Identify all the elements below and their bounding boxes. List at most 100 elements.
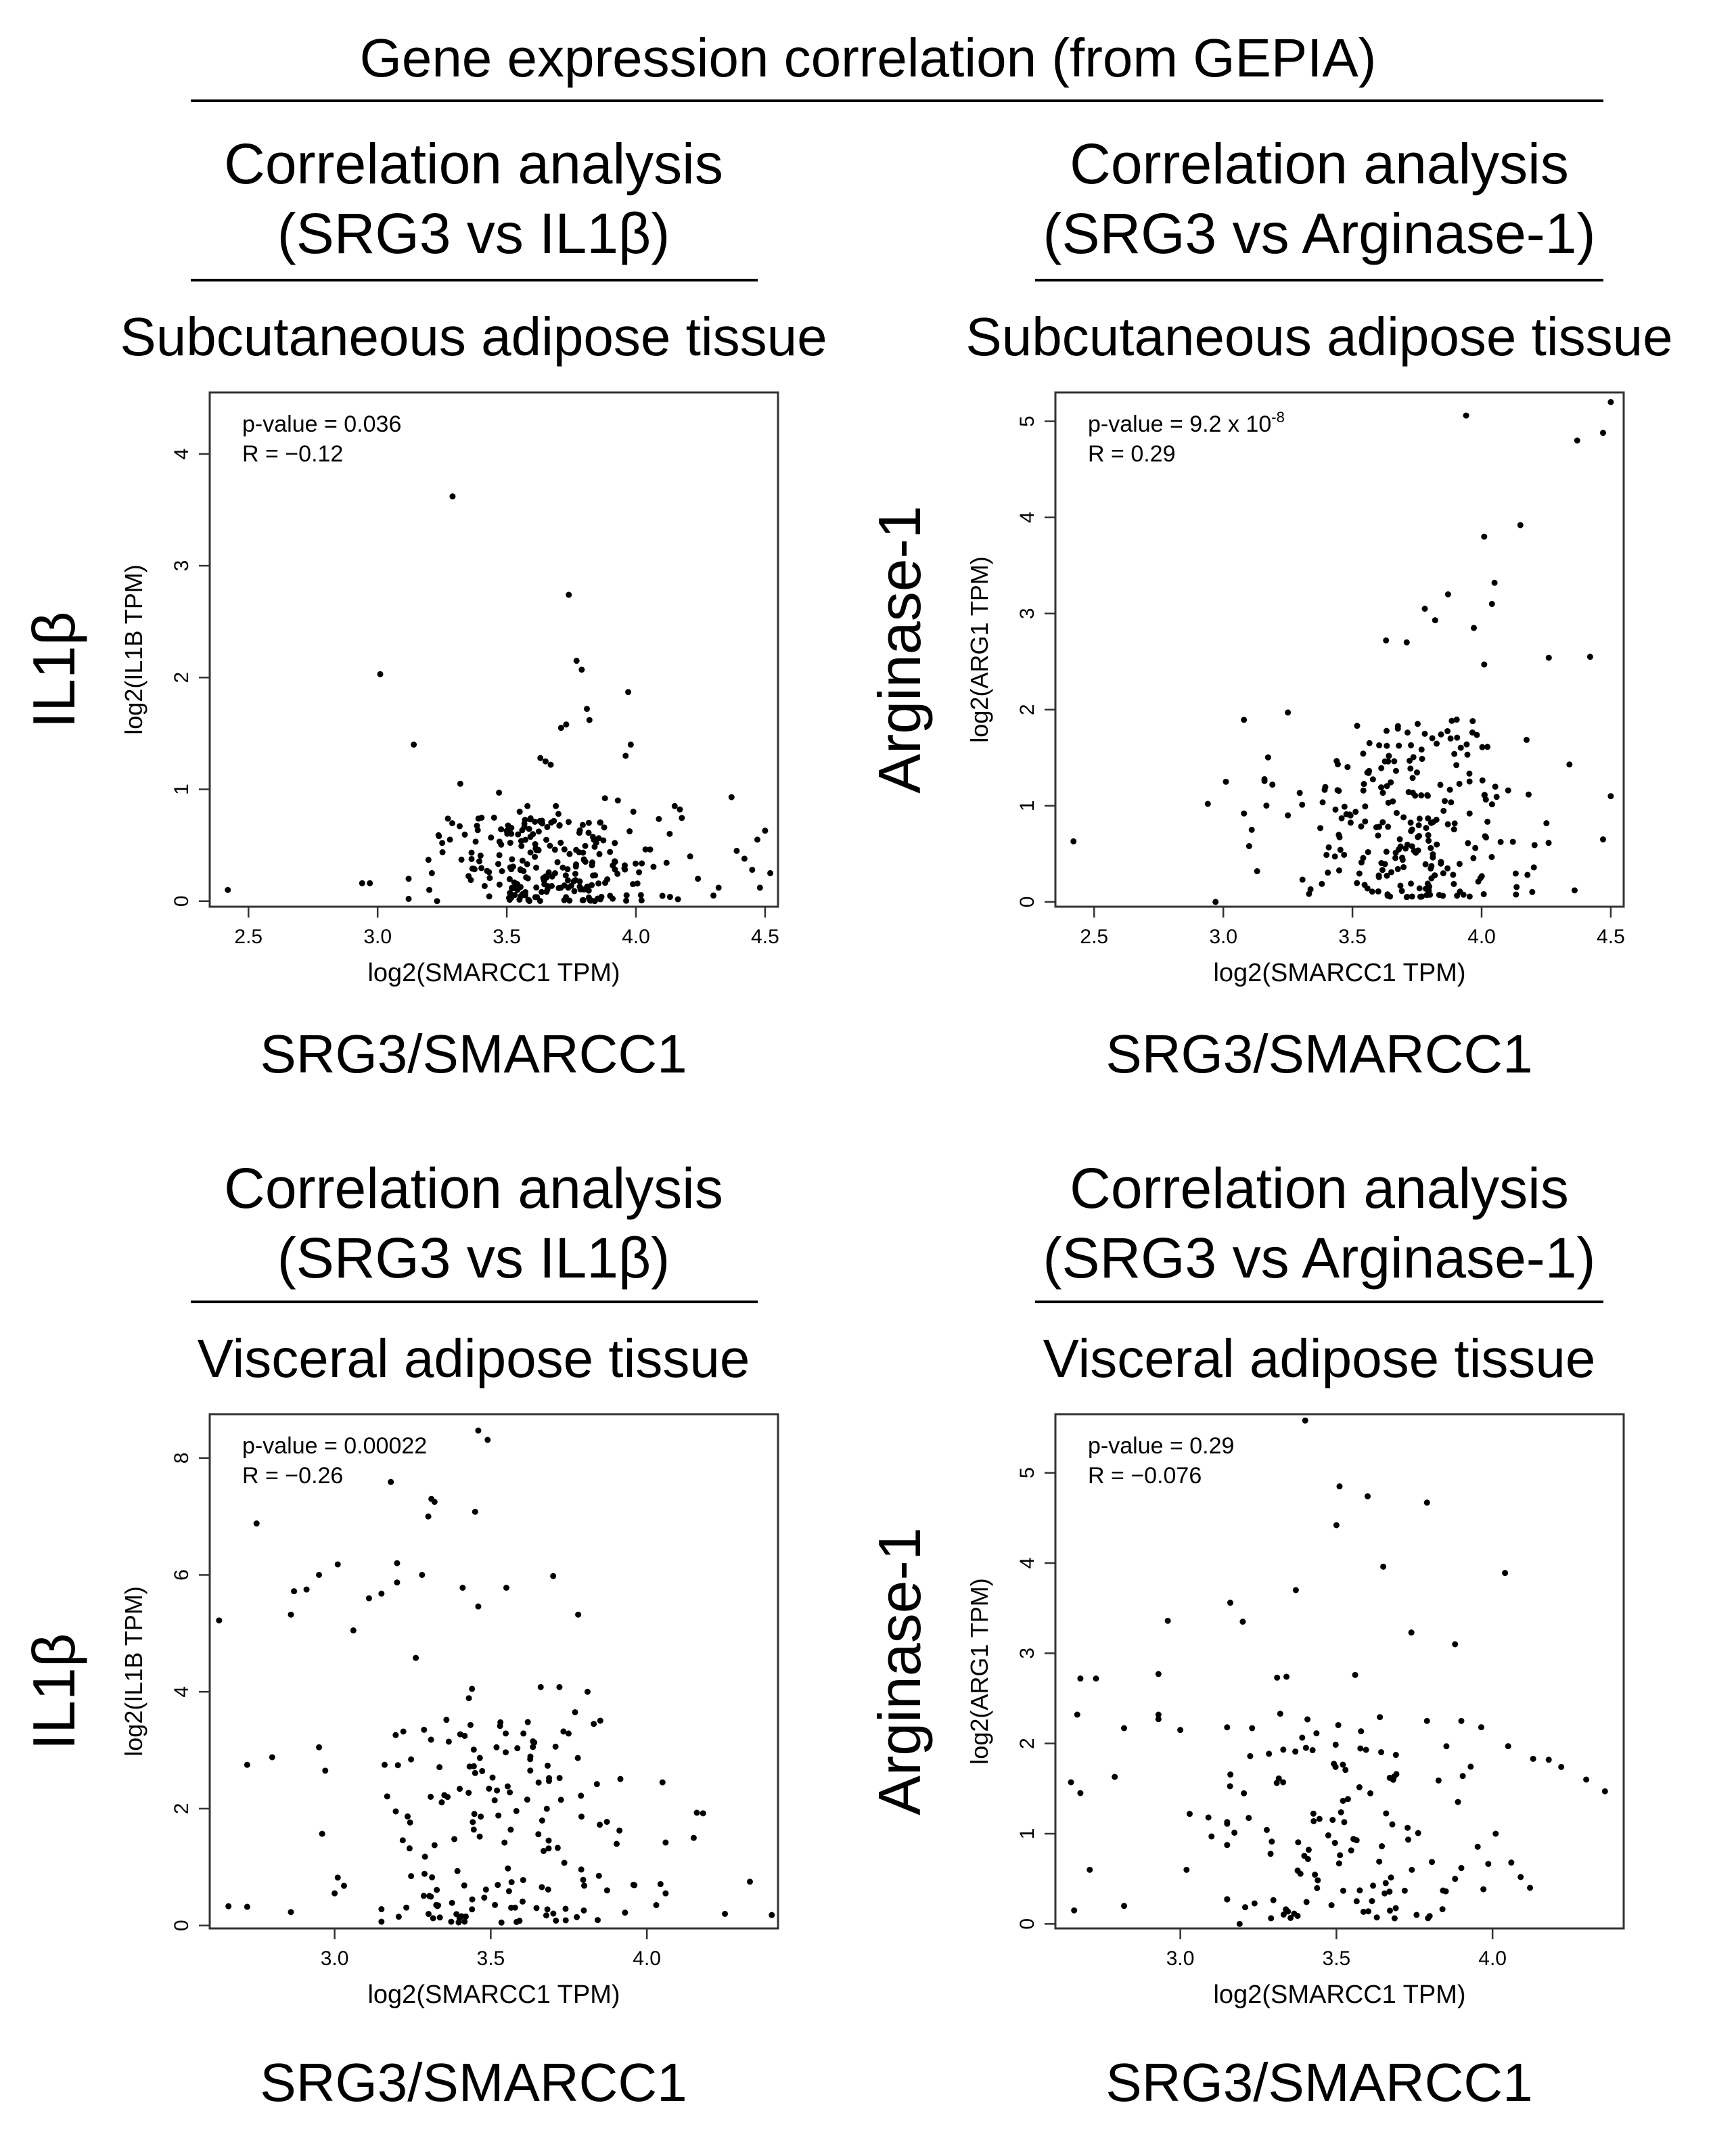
data-point — [1360, 750, 1367, 757]
data-point — [1440, 870, 1446, 877]
y-axis-label: log2(ARG1 TPM) — [965, 1578, 993, 1764]
data-point — [1344, 764, 1351, 771]
panel-c-analysis-title: Correlation analysis — [224, 1156, 723, 1220]
data-point — [1247, 1753, 1254, 1759]
data-point — [767, 869, 774, 876]
data-point — [1266, 1750, 1273, 1757]
panel-d-rule — [1035, 1301, 1603, 1303]
y-axis-label: log2(ARG1 TPM) — [965, 556, 993, 742]
data-point — [550, 1573, 557, 1579]
data-point — [551, 846, 558, 853]
data-point — [1404, 1836, 1411, 1843]
data-point — [769, 1912, 775, 1918]
data-point — [555, 811, 562, 817]
data-point — [545, 1837, 552, 1844]
data-point — [508, 866, 515, 873]
data-point — [1319, 880, 1325, 887]
data-point — [659, 892, 666, 899]
data-point — [1425, 1915, 1432, 1922]
data-point — [1451, 750, 1458, 757]
data-point — [1543, 820, 1550, 827]
data-point — [472, 1769, 478, 1776]
data-point — [1353, 1898, 1360, 1905]
r-label: R = −0.12 — [242, 441, 343, 467]
data-point — [484, 1437, 491, 1443]
data-point — [489, 1774, 496, 1781]
x-tick-label: 3.0 — [1209, 926, 1237, 948]
data-point — [570, 878, 577, 884]
data-point — [468, 855, 475, 862]
data-point — [1401, 1887, 1408, 1894]
data-point — [1155, 1671, 1162, 1677]
data-point — [1365, 769, 1372, 776]
data-point — [572, 863, 579, 870]
data-point — [589, 834, 596, 840]
data-point — [1400, 814, 1407, 821]
data-point — [521, 823, 528, 830]
data-point — [627, 741, 634, 748]
data-point — [1358, 823, 1365, 830]
data-point — [1373, 1914, 1380, 1921]
data-point — [1394, 865, 1401, 872]
data-point — [603, 1819, 610, 1826]
data-point — [1285, 709, 1292, 716]
data-point — [505, 1888, 512, 1895]
x-axis-label: log2(SMARCC1 TPM) — [367, 1981, 620, 2009]
data-point — [1331, 1840, 1338, 1847]
data-point — [1385, 799, 1392, 806]
data-point — [1360, 787, 1367, 794]
data-point — [496, 852, 503, 859]
data-point — [303, 1586, 310, 1593]
data-point — [595, 880, 602, 887]
data-point — [457, 1731, 463, 1738]
data-point — [428, 1736, 434, 1743]
panel-d-analysis-title: Correlation analysis — [1070, 1156, 1569, 1220]
data-point — [225, 1903, 232, 1909]
data-point — [1394, 723, 1401, 729]
data-point — [1358, 859, 1365, 866]
data-point — [1299, 876, 1306, 883]
data-point — [1458, 1717, 1465, 1724]
data-point — [1432, 617, 1438, 624]
data-point — [491, 1797, 498, 1804]
data-point — [1439, 1906, 1446, 1913]
data-point — [1280, 1779, 1287, 1786]
panel-d-gene-label: Arginase-1 — [866, 1527, 933, 1815]
data-point — [1457, 744, 1464, 751]
data-point — [316, 1744, 323, 1750]
data-point — [475, 1603, 482, 1610]
x-tick-label: 4.0 — [1467, 926, 1496, 948]
data-point — [1380, 1563, 1387, 1570]
data-point — [1332, 1741, 1339, 1748]
data-point — [1479, 744, 1486, 750]
data-point — [722, 1910, 729, 1917]
data-point — [695, 876, 702, 882]
data-point — [408, 1756, 415, 1763]
data-point — [465, 873, 472, 880]
data-point — [693, 1809, 700, 1816]
data-point — [642, 846, 649, 853]
data-point — [561, 882, 568, 889]
data-point — [1336, 1483, 1343, 1490]
data-point — [468, 849, 475, 856]
data-point — [663, 859, 670, 866]
x-axis-label: log2(SMARCC1 TPM) — [1213, 959, 1465, 987]
data-point — [1488, 601, 1495, 608]
data-point — [433, 1901, 440, 1908]
data-point — [580, 1907, 587, 1914]
data-point — [1241, 717, 1248, 723]
data-point — [453, 1911, 460, 1918]
y-tick-label: 4 — [1016, 512, 1038, 523]
data-point — [1362, 803, 1369, 810]
data-point — [579, 897, 586, 903]
y-tick-label: 5 — [1016, 415, 1038, 427]
data-point — [1227, 1600, 1233, 1606]
data-point — [506, 876, 513, 882]
data-point — [1310, 1810, 1317, 1817]
data-point — [496, 838, 503, 845]
data-point — [554, 859, 561, 865]
data-point — [617, 1776, 624, 1782]
data-point — [543, 1912, 549, 1919]
data-point — [574, 1914, 580, 1920]
data-point — [1264, 754, 1271, 761]
